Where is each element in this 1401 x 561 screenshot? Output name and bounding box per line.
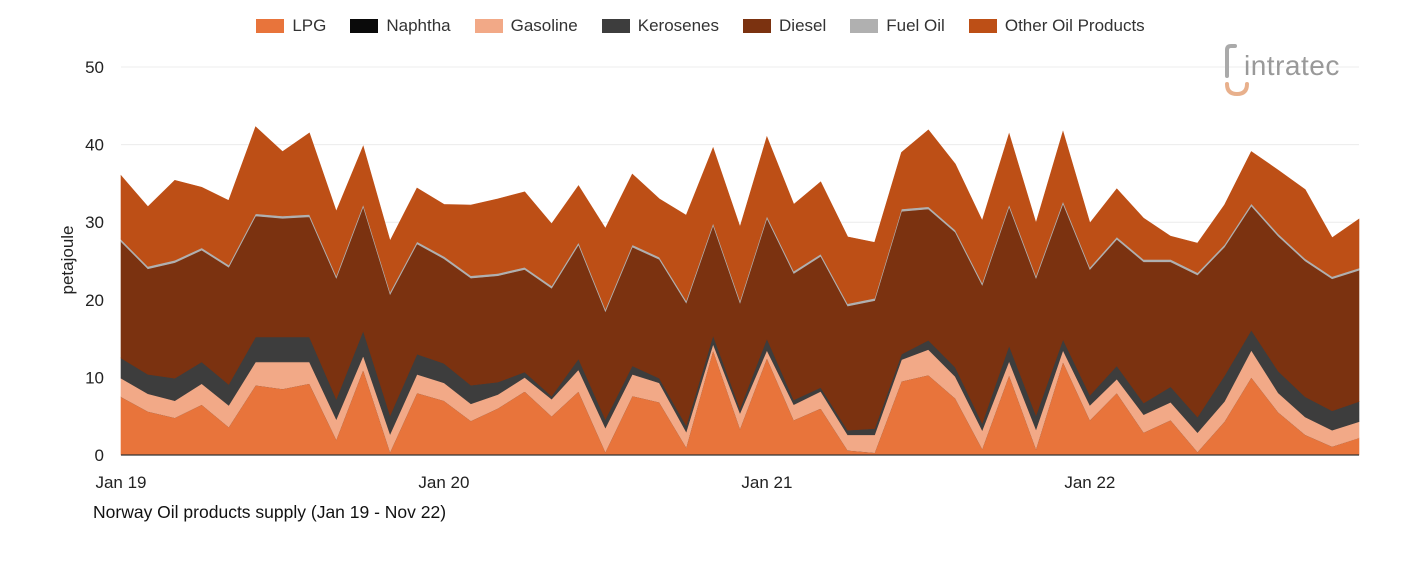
legend-label: Kerosenes [637,16,720,35]
legend-swatch [256,19,285,33]
legend-swatch [850,19,879,33]
intratec-logo: intratec [1222,42,1372,98]
y-axis-label: petajoule [58,225,77,294]
legend-label: Gasoline [510,16,578,35]
x-tick-label: Jan 21 [741,473,792,492]
chart-caption: Norway Oil products supply (Jan 19 - Nov… [93,502,447,522]
legend-label: Diesel [779,16,827,35]
logo-text: intratec [1244,50,1340,81]
legend-item: LPG [256,16,326,36]
y-tick-label: 20 [85,291,104,310]
y-tick-label: 50 [85,58,104,77]
legend-swatch [350,19,379,33]
legend-label: Other Oil Products [1004,16,1145,35]
legend-swatch [743,19,772,33]
legend-item: Diesel [743,16,826,36]
intratec-logo-icon [1225,44,1249,96]
legend-swatch [474,19,503,33]
legend-item: Fuel Oil [850,16,945,36]
legend-item: Naphtha [350,16,451,36]
x-tick-label: Jan 19 [95,473,146,492]
y-tick-label: 0 [95,446,104,465]
legend-label: Naphtha [386,16,451,35]
legend-item: Gasoline [474,16,578,36]
legend-label: Fuel Oil [886,16,945,35]
y-tick-label: 10 [85,368,104,387]
y-tick-label: 30 [85,213,104,232]
axes: 0 10 20 30 40 50 Jan 19 Jan 20 Jan 21 Jan 22 [85,58,1359,492]
legend-swatch [601,19,630,33]
x-tick-label: Jan 22 [1064,473,1115,492]
stacked-areas [120,126,1360,456]
y-tick-label: 40 [85,136,104,155]
x-tick-label: Jan 20 [418,473,469,492]
legend: LPG Naphtha Gasoline Kerosenes Diesel Fuel Oi… [0,16,1401,36]
area-other-oil-products [120,126,1360,310]
legend-item: Other Oil Products [968,16,1145,36]
legend-item: Kerosenes [601,16,720,36]
legend-label: LPG [292,16,327,35]
legend-swatch [968,19,997,33]
